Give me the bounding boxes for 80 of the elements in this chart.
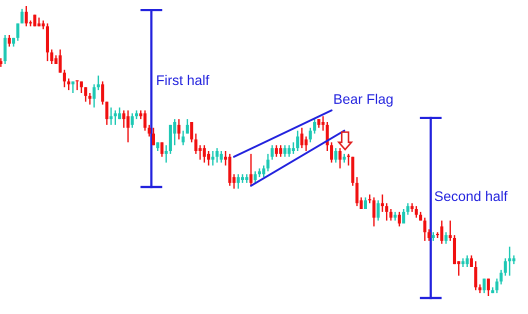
candlestick	[304, 136, 308, 152]
candlestick	[283, 144, 286, 158]
candlestick	[8, 34, 11, 48]
candlestick	[249, 153, 253, 186]
candlestick	[62, 69, 66, 88]
candlestick	[274, 144, 278, 158]
candlestick	[466, 254, 469, 268]
candlestick	[482, 278, 486, 294]
candlestick	[296, 130, 300, 152]
candlestick	[448, 220, 452, 242]
candlestick	[110, 106, 113, 126]
candlestick	[313, 118, 316, 134]
candlestick	[194, 132, 198, 155]
candlestick	[444, 232, 448, 244]
candlestick	[254, 170, 257, 184]
candlestick	[398, 211, 401, 228]
candlestick	[262, 164, 266, 178]
candlestick	[216, 147, 219, 164]
candlestick	[24, 5, 28, 27]
candlestick	[338, 147, 342, 170]
candlestick	[266, 153, 270, 172]
annotation: Second half	[434, 190, 508, 202]
candlestick	[105, 101, 108, 126]
candlestick	[58, 48, 62, 74]
candlestick	[308, 127, 312, 143]
candlestick	[190, 121, 194, 143]
candlestick	[92, 84, 96, 108]
candlestick	[164, 144, 168, 164]
candlestick	[495, 278, 498, 294]
candlestick	[33, 14, 36, 27]
candlestick	[288, 144, 291, 158]
candlestick	[346, 153, 350, 166]
candlestick	[20, 8, 24, 24]
candlestick	[148, 124, 151, 138]
candlestick	[330, 142, 334, 164]
candlestick	[355, 176, 359, 207]
candlestick	[50, 48, 54, 65]
annotation: First half	[157, 74, 210, 86]
candlestick	[122, 110, 126, 128]
candlestick	[220, 150, 223, 164]
candlestick	[16, 22, 20, 42]
candlestick	[177, 118, 180, 140]
candlestick	[202, 144, 206, 164]
candlestick	[182, 130, 185, 146]
candlestick	[414, 205, 418, 218]
candlestick	[474, 260, 478, 291]
candlestick	[504, 258, 507, 276]
candlestick	[500, 269, 503, 286]
candlestick	[279, 144, 282, 158]
candlestick	[67, 78, 70, 91]
candlestick	[143, 110, 147, 132]
candlestick	[334, 147, 338, 164]
candlestick	[160, 142, 164, 158]
candlestick	[428, 228, 431, 242]
annotation: Bear Flag	[334, 94, 393, 107]
candlestick	[207, 150, 210, 166]
candlestick	[486, 278, 490, 297]
candlestick	[440, 220, 444, 244]
candlestick	[300, 127, 304, 149]
candlestick	[101, 80, 104, 106]
candlestick	[376, 200, 380, 222]
candlestick	[389, 208, 392, 222]
candlestick	[402, 208, 406, 224]
candlestick	[4, 34, 7, 65]
candlestick	[385, 202, 388, 222]
candlestick	[372, 196, 376, 228]
candlestick	[270, 144, 274, 160]
candlestick	[76, 80, 79, 91]
candlestick	[380, 194, 384, 213]
candlestick	[130, 112, 134, 128]
candlestick	[423, 217, 426, 242]
candlestick	[236, 174, 240, 190]
candlestick	[88, 92, 92, 106]
candlestick	[292, 142, 295, 155]
candlestick	[322, 116, 325, 132]
candlestick	[84, 86, 88, 102]
candlestick	[186, 118, 189, 134]
candlestick	[406, 202, 410, 216]
candlestick	[126, 110, 130, 143]
candlestick	[152, 127, 155, 146]
